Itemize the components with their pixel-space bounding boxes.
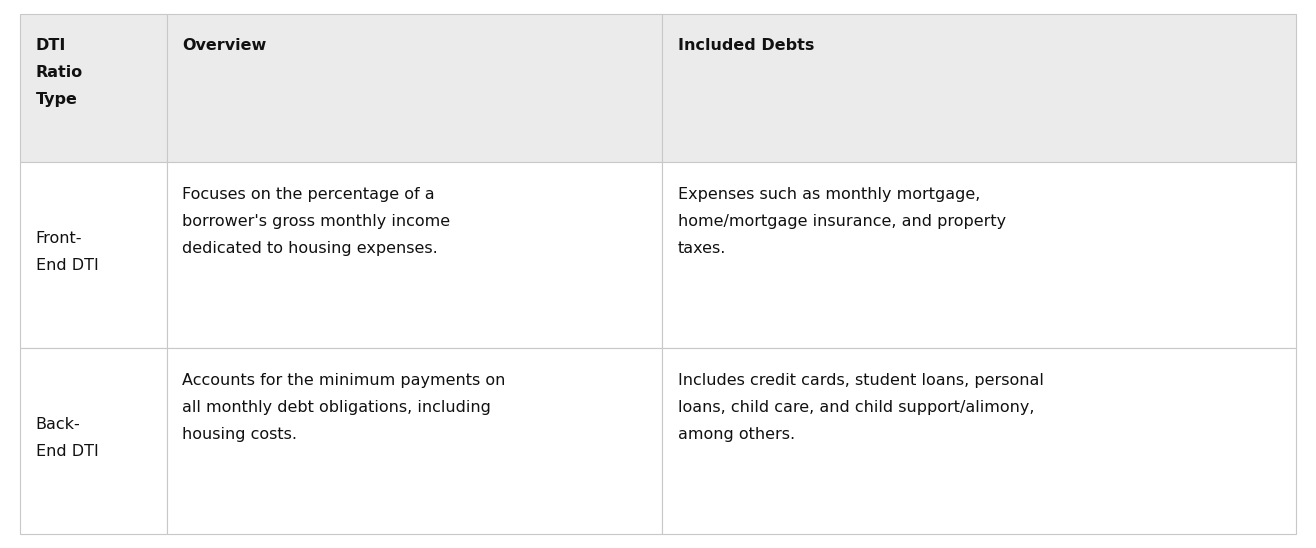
Text: Includes credit cards, student loans, personal
loans, child care, and child supp: Includes credit cards, student loans, pe… [678, 373, 1044, 442]
Text: Front-
End DTI: Front- End DTI [36, 231, 99, 272]
Text: Overview: Overview [183, 38, 267, 53]
Bar [662, 162, 1296, 349]
Text: DTI
Ratio
Type: DTI Ratio Type [36, 38, 83, 107]
Bar [20, 349, 167, 534]
Bar [20, 14, 167, 162]
Bar [167, 162, 662, 349]
Bar [662, 349, 1296, 534]
Text: Expenses such as monthly mortgage,
home/mortgage insurance, and property
taxes.: Expenses such as monthly mortgage, home/… [678, 187, 1005, 256]
Bar [167, 14, 662, 162]
Bar [167, 349, 662, 534]
Text: Focuses on the percentage of a
borrower's gross monthly income
dedicated to hous: Focuses on the percentage of a borrower'… [183, 187, 450, 256]
Text: Accounts for the minimum payments on
all monthly debt obligations, including
hou: Accounts for the minimum payments on all… [183, 373, 505, 442]
Bar [20, 162, 167, 349]
Text: Back-
End DTI: Back- End DTI [36, 416, 99, 459]
Text: Included Debts: Included Debts [678, 38, 815, 53]
Bar [662, 14, 1296, 162]
